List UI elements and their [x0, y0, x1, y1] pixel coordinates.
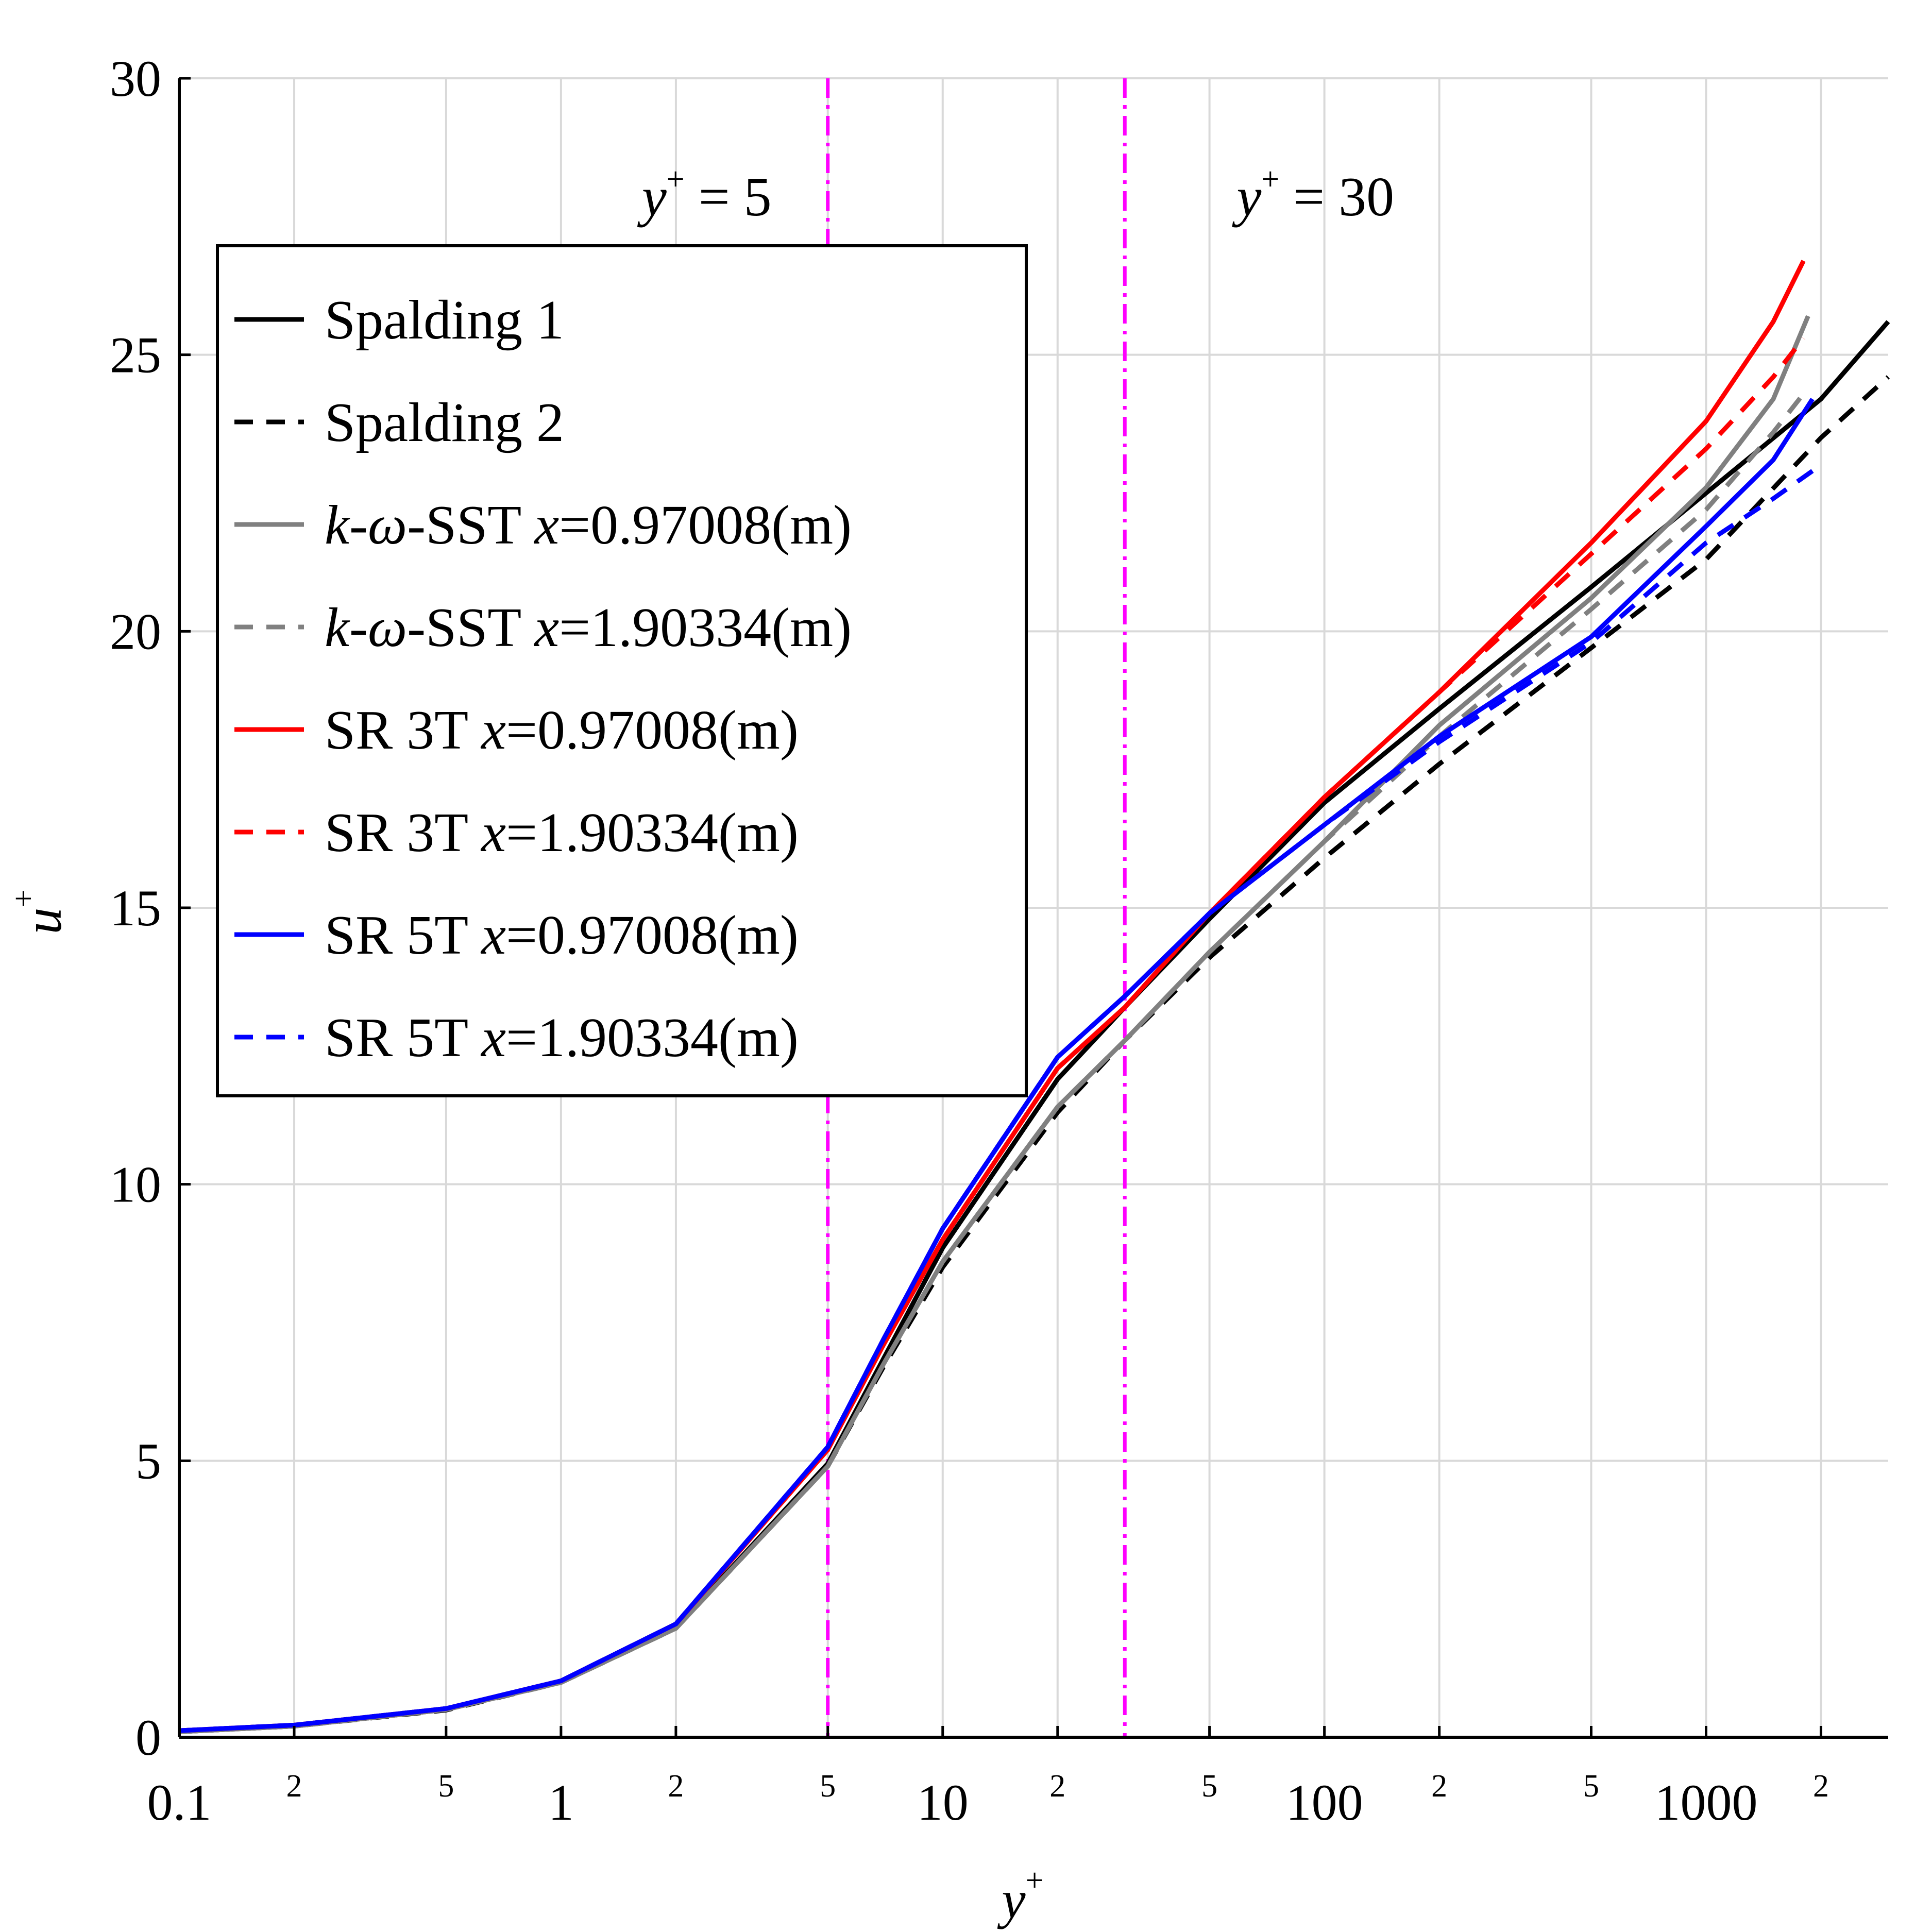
reference-label-2: y+ = 30	[1231, 162, 1394, 228]
x-minor-tick-label: 5	[820, 1769, 836, 1804]
series-line-sr-3t-x-1-90334-m	[179, 336, 1806, 1733]
series-group	[179, 260, 1890, 1734]
series-line-spalding-2	[179, 375, 1890, 1734]
legend-label-k-omega-sst-x-0-97008-m: k-ω-SST x=0.97008(m)	[325, 495, 852, 556]
legend-label-spalding-2: Spalding 2	[325, 392, 564, 453]
legend-label-sr-3t-x-0-97008-m: SR 3T x=0.97008(m)	[325, 700, 799, 761]
y-tick-label: 20	[110, 603, 161, 660]
y-tick-label: 30	[110, 50, 161, 107]
series-line-sr-5t-x-0-97008-m	[179, 398, 1815, 1733]
y-tick-label: 25	[110, 327, 161, 384]
x-tick-label: 1	[548, 1774, 574, 1831]
x-axis-title: y+	[997, 1863, 1043, 1929]
x-minor-tick-label: 2	[1813, 1769, 1829, 1804]
x-minor-tick-label: 2	[1431, 1769, 1447, 1804]
y-tick-label: 5	[135, 1432, 161, 1489]
series-line-sr-5t-x-1-90334-m	[179, 469, 1814, 1733]
y-tick-label: 10	[110, 1156, 161, 1213]
x-tick-label: 100	[1286, 1774, 1363, 1831]
x-minor-tick-label: 2	[286, 1769, 302, 1804]
x-tick-label: 1000	[1655, 1774, 1758, 1831]
y-tick-label: 0	[135, 1709, 161, 1766]
legend-label-sr-3t-x-1-90334-m: SR 3T x=1.90334(m)	[325, 802, 799, 863]
legend-label-sr-5t-x-1-90334-m: SR 5T x=1.90334(m)	[325, 1007, 799, 1069]
legend-label-sr-5t-x-0-97008-m: SR 5T x=0.97008(m)	[325, 905, 799, 966]
reference-label-1: y+ = 5	[637, 162, 772, 228]
reference-annotations: y+ = 5 y+ = 30	[637, 162, 1394, 228]
series-line-k-omega-sst-x-1-90334-m	[179, 386, 1810, 1734]
x-minor-tick-label: 2	[668, 1769, 684, 1804]
x-minor-tick-label: 5	[1201, 1769, 1217, 1804]
x-minor-tick-label: 2	[1049, 1769, 1065, 1804]
axes	[178, 77, 1888, 1739]
x-minor-tick-label: 5	[1583, 1769, 1599, 1804]
y-tick-label: 15	[110, 879, 161, 937]
x-tick-label: 0.1	[147, 1774, 212, 1831]
legend: Spalding 1 Spalding 2 k-ω-SST x=0.97008(m)…	[216, 244, 1028, 1097]
legend-box	[216, 244, 1028, 1097]
legend-label-spalding-1: Spalding 1	[325, 290, 564, 351]
legend-label-k-omega-sst-x-1-90334-m: k-ω-SST x=1.90334(m)	[325, 597, 852, 658]
x-tick-label: 10	[917, 1774, 969, 1831]
x-minor-tick-label: 5	[438, 1769, 454, 1804]
